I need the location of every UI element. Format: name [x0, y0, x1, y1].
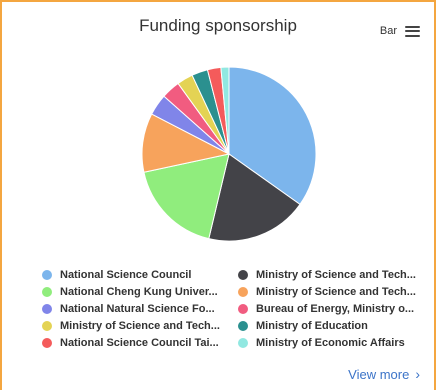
legend-item[interactable]: Ministry of Education: [238, 318, 422, 333]
legend-label: National Cheng Kung Univer...: [60, 285, 218, 298]
chart-type-label: Bar: [379, 25, 397, 37]
hamburger-menu-icon[interactable]: [405, 25, 420, 37]
pie-slice-0[interactable]: [228, 66, 317, 206]
legend-label: Ministry of Economic Affairs: [256, 336, 405, 349]
legend-item[interactable]: National Science Council: [42, 267, 238, 282]
legend-dot-icon: [42, 337, 52, 348]
pie-slice-9[interactable]: [220, 66, 230, 155]
legend-label: Ministry of Science and Tech...: [256, 285, 416, 298]
view-more-link[interactable]: View more ›: [348, 366, 420, 382]
legend-label: National Science Council Tai...: [60, 336, 219, 349]
legend-dot-icon: [238, 337, 248, 348]
legend-label: National Natural Science Fo...: [60, 302, 215, 315]
legend-dot-icon: [42, 303, 52, 314]
legend-dot-icon: [238, 303, 248, 314]
legend-item[interactable]: National Science Council Tai...: [42, 335, 238, 350]
legend-item[interactable]: National Cheng Kung Univer...: [42, 284, 238, 299]
legend-label: Ministry of Science and Tech...: [256, 268, 416, 281]
legend-label: National Science Council: [60, 268, 192, 281]
legend-label: Ministry of Education: [256, 319, 368, 332]
chart-type-menu[interactable]: Bar: [380, 25, 420, 37]
legend-item[interactable]: National Natural Science Fo...: [42, 301, 238, 316]
view-more-label: View more: [348, 366, 410, 382]
legend-dot-icon: [238, 286, 248, 297]
legend-dot-icon: [42, 320, 52, 331]
chart-title: Funding sponsorship: [139, 16, 297, 35]
legend-dot-icon: [42, 269, 52, 280]
legend-item[interactable]: Bureau of Energy, Ministry o...: [238, 301, 422, 316]
legend-dot-icon: [42, 286, 52, 297]
chart-legend: National Science Council Ministry of Scie…: [42, 267, 422, 350]
pie-slice-1[interactable]: [208, 153, 301, 242]
legend-label: Ministry of Science and Tech...: [60, 319, 220, 332]
legend-dot-icon: [238, 320, 248, 331]
legend-item[interactable]: Ministry of Science and Tech...: [238, 267, 422, 282]
legend-dot-icon: [238, 269, 248, 280]
legend-label: Bureau of Energy, Ministry o...: [256, 302, 415, 315]
legend-item[interactable]: Ministry of Science and Tech...: [42, 318, 238, 333]
legend-item[interactable]: Ministry of Science and Tech...: [238, 284, 422, 299]
pie-chart: [141, 66, 317, 242]
pie-slice-2[interactable]: [143, 153, 230, 240]
chevron-right-icon: ›: [415, 366, 420, 382]
legend-item[interactable]: Ministry of Economic Affairs: [238, 335, 422, 350]
